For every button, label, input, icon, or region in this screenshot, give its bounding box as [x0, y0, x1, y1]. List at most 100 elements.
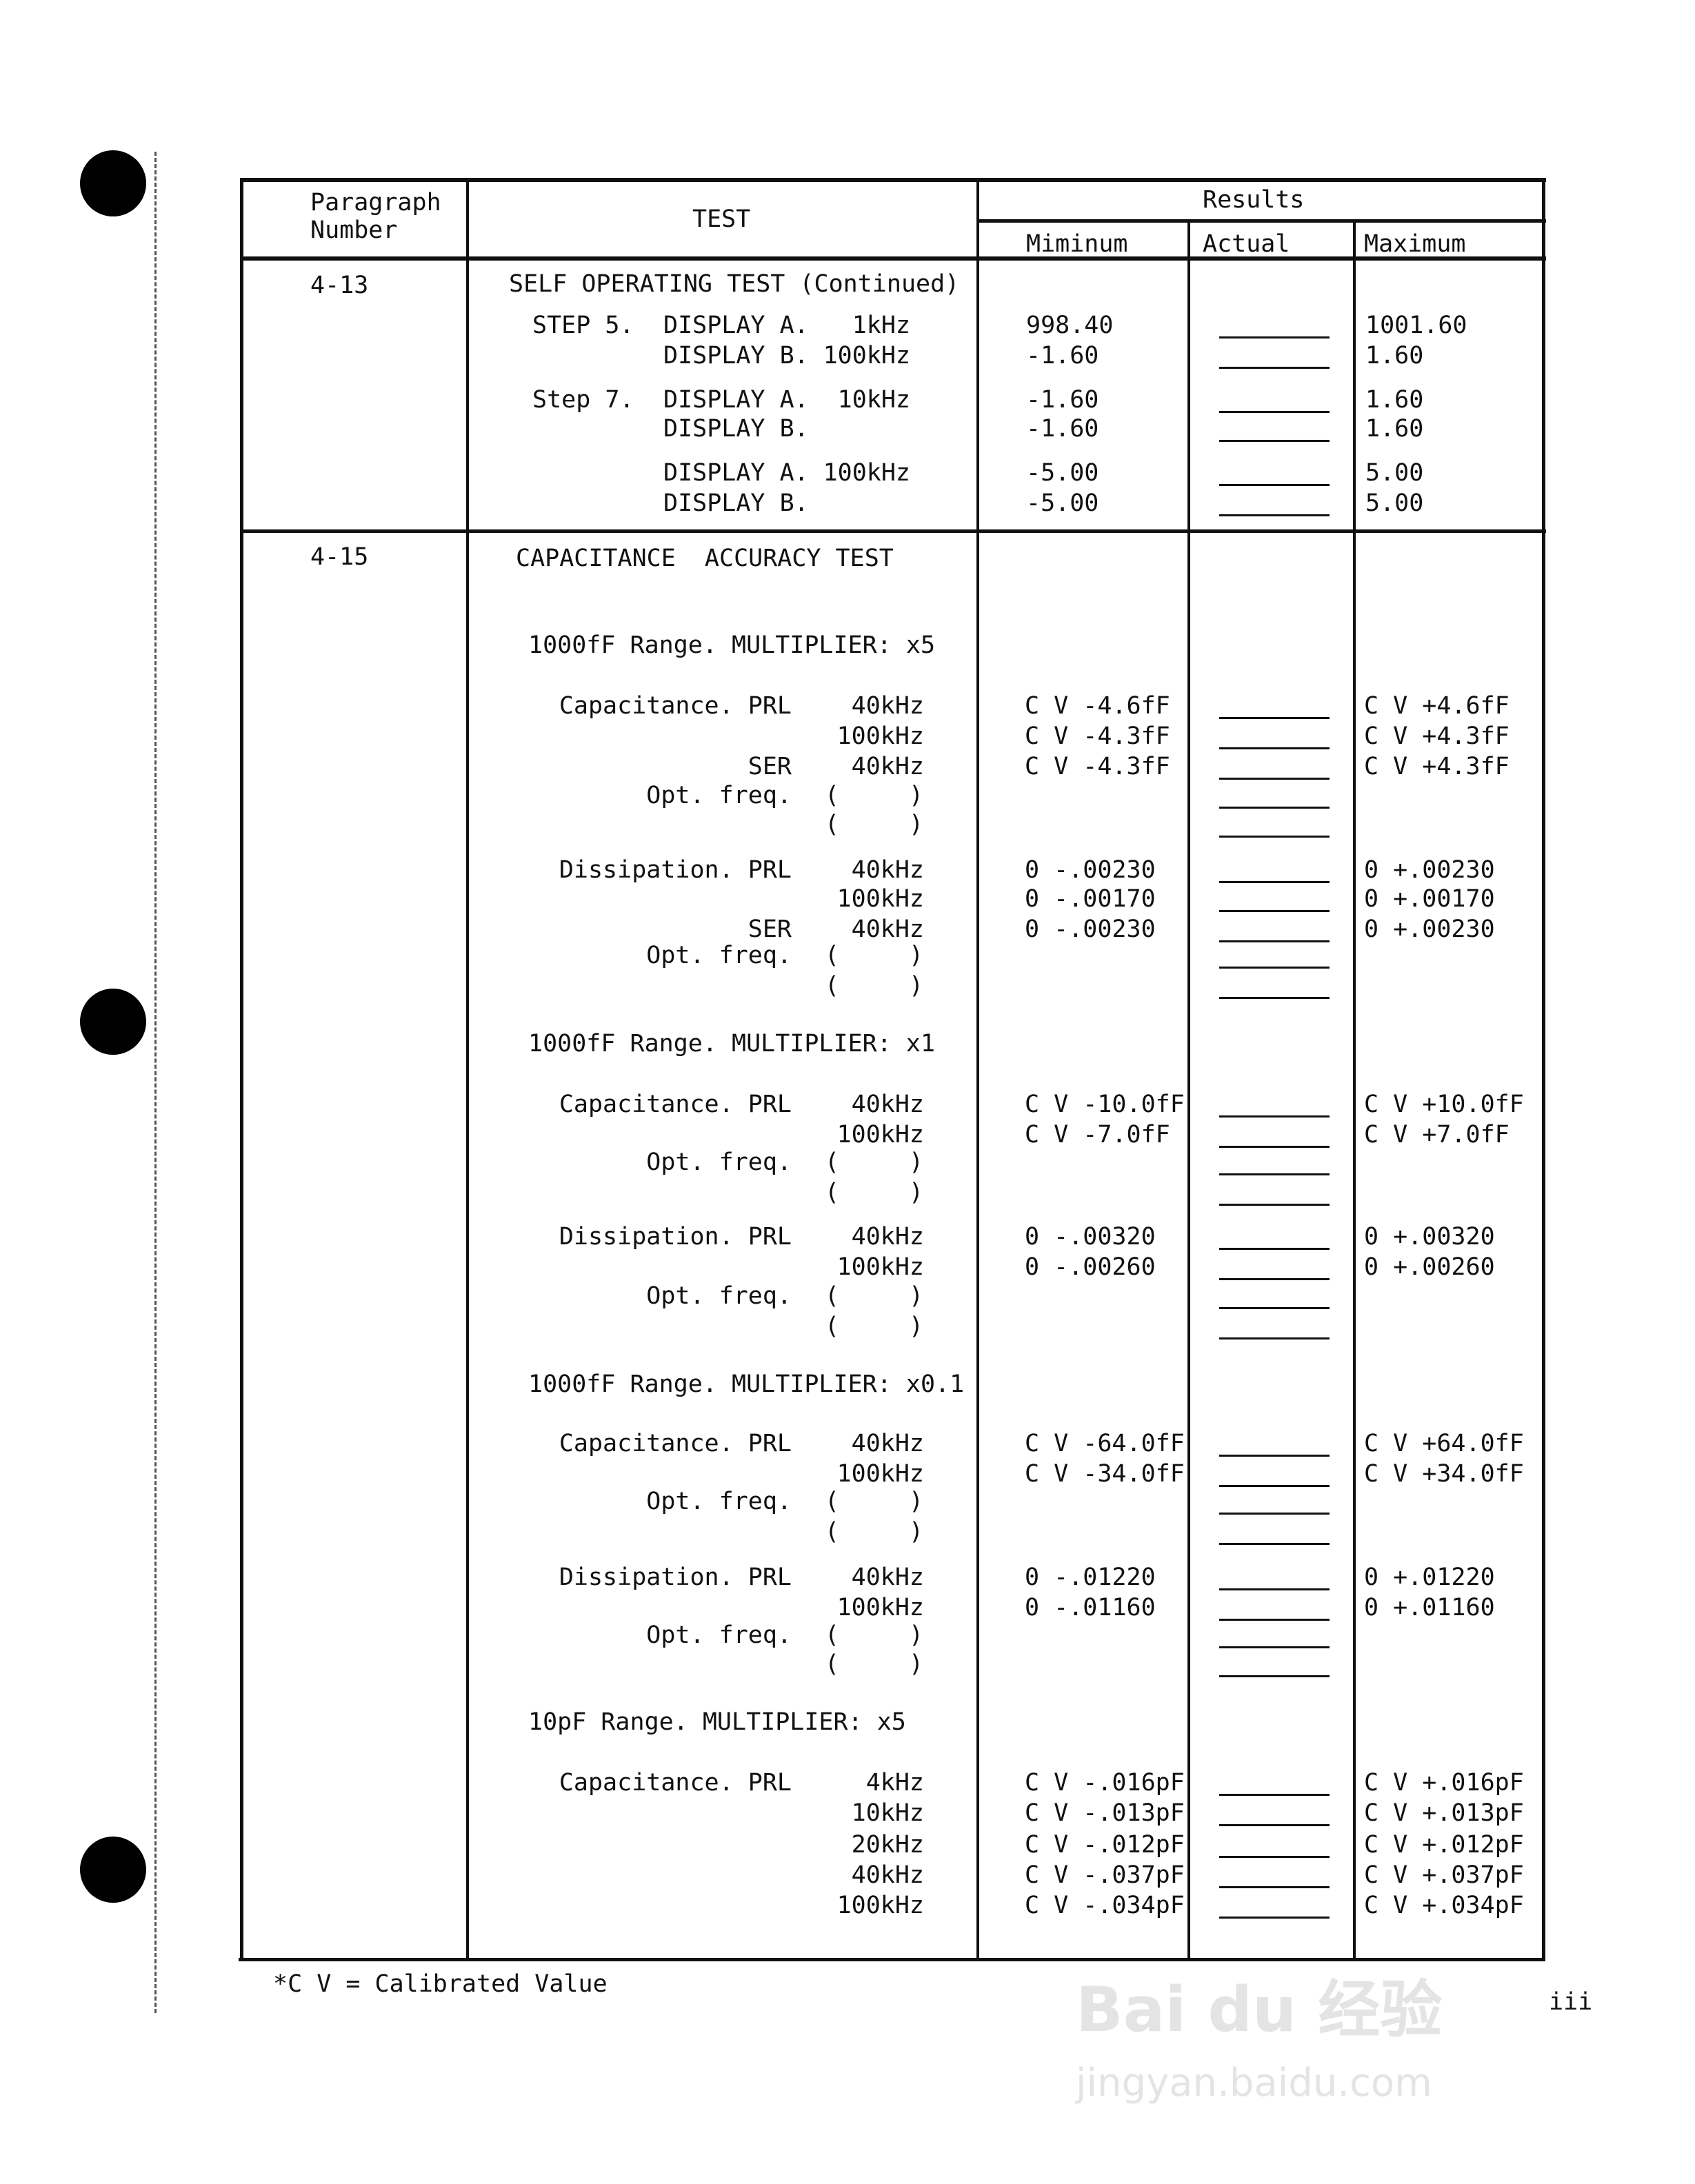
frequency: 100kHz [836, 1121, 924, 1149]
frequency: 40kHz [851, 692, 924, 720]
measurement-label: Capacitance. PRL [559, 1430, 792, 1457]
measurement-label: Dissipation. PRL [559, 856, 792, 884]
table-rule [241, 256, 1546, 261]
actual-value-blank[interactable] [1219, 940, 1330, 942]
measurement-label: SER [748, 753, 792, 780]
measurement-label: Capacitance. PRL [559, 1091, 792, 1118]
minimum-value: C V -.016pF [1025, 1769, 1185, 1797]
measurement-label: Dissipation. PRL [559, 1223, 792, 1251]
maximum-value: 0 +.00170 [1364, 885, 1495, 913]
actual-value-blank[interactable] [1219, 1513, 1330, 1515]
maximum-value: 5.00 [1365, 489, 1424, 517]
actual-value-blank[interactable] [1219, 336, 1330, 338]
actual-value-blank[interactable] [1219, 881, 1330, 883]
actual-value-blank[interactable] [1219, 1115, 1330, 1118]
actual-value-blank[interactable] [1219, 1588, 1330, 1590]
paren-close: ) [909, 782, 924, 809]
actual-value-blank[interactable] [1219, 1248, 1330, 1250]
actual-value-blank[interactable] [1219, 1307, 1330, 1309]
actual-value-blank[interactable] [1219, 778, 1330, 780]
actual-value-blank[interactable] [1219, 910, 1330, 912]
display-label: DISPLAY B. [663, 415, 809, 443]
table-rule [241, 178, 1546, 182]
frequency: 100kHz [836, 1594, 924, 1621]
actual-value-blank[interactable] [1219, 1204, 1330, 1206]
minimum-value: 0 -.00320 [1025, 1223, 1156, 1251]
frequency: 40kHz [851, 1564, 924, 1591]
minimum-value: C V -34.0fF [1025, 1460, 1185, 1488]
paren-open: ( [825, 972, 840, 1000]
actual-value-blank[interactable] [1219, 440, 1330, 442]
actual-value-blank[interactable] [1219, 1619, 1330, 1621]
measurement-label: Opt. freq. [646, 1149, 792, 1176]
maximum-value: 0 +.00320 [1364, 1223, 1495, 1251]
paren-open: ( [825, 782, 840, 809]
actual-value-blank[interactable] [1219, 1278, 1330, 1280]
measurement-label: Capacitance. PRL [559, 1769, 792, 1797]
minimum-value: 0 -.00260 [1025, 1253, 1156, 1281]
minimum-value: C V -.012pF [1025, 1831, 1185, 1859]
display-label: DISPLAY A. [663, 459, 809, 487]
maximum-value: 0 +.01220 [1364, 1564, 1495, 1591]
actual-value-blank[interactable] [1219, 484, 1330, 486]
actual-value-blank[interactable] [1219, 514, 1330, 516]
actual-value-blank[interactable] [1219, 807, 1330, 809]
range-heading: 10pF Range. MULTIPLIER: x5 [528, 1708, 906, 1736]
maximum-value: C V +64.0fF [1364, 1430, 1524, 1457]
actual-value-blank[interactable] [1219, 1485, 1330, 1487]
minimum-value: 0 -.00170 [1025, 885, 1156, 913]
actual-value-blank[interactable] [1219, 1173, 1330, 1175]
maximum-value: C V +4.3fF [1364, 753, 1510, 780]
maximum-value: C V +34.0fF [1364, 1460, 1524, 1488]
maximum-value: 1.60 [1365, 386, 1424, 414]
actual-value-blank[interactable] [1219, 1455, 1330, 1457]
section-title: SELF OPERATING TEST (Continued) [509, 270, 960, 298]
watermark-logo: Bai du 经验 [1076, 1974, 1443, 2046]
frequency: 4kHz [865, 1769, 924, 1797]
table-rule [241, 529, 1546, 533]
actual-value-blank[interactable] [1219, 997, 1330, 999]
actual-value-blank[interactable] [1219, 411, 1330, 413]
step-label: Step 7. [532, 386, 634, 414]
maximum-value: 0 +.00260 [1364, 1253, 1495, 1281]
paren-close: ) [909, 1179, 924, 1206]
actual-value-blank[interactable] [1219, 1675, 1330, 1677]
actual-value-blank[interactable] [1219, 1146, 1330, 1148]
minimum-value: 0 -.00230 [1025, 916, 1156, 943]
actual-value-blank[interactable] [1219, 367, 1330, 369]
actual-value-blank[interactable] [1219, 1337, 1330, 1339]
table-rule [979, 219, 1546, 223]
maximum-value: C V +4.3fF [1364, 722, 1510, 750]
paren-close: ) [909, 1650, 924, 1678]
frequency: 100kHz [823, 459, 910, 487]
actual-value-blank[interactable] [1219, 1543, 1330, 1545]
paren-open: ( [825, 942, 840, 969]
table-rule [466, 178, 469, 1961]
measurement-label: Dissipation. PRL [559, 1564, 792, 1591]
frequency: 100kHz [836, 1892, 924, 1919]
actual-value-blank[interactable] [1219, 1917, 1330, 1919]
paren-open: ( [825, 1149, 840, 1176]
minimum-value: C V -10.0fF [1025, 1091, 1185, 1118]
actual-value-blank[interactable] [1219, 1856, 1330, 1858]
minimum-value: -1.60 [1026, 415, 1099, 443]
actual-value-blank[interactable] [1219, 1794, 1330, 1796]
actual-value-blank[interactable] [1219, 1886, 1330, 1888]
minimum-value: 0 -.01160 [1025, 1594, 1156, 1621]
frequency: 100kHz [836, 885, 924, 913]
paren-open: ( [825, 1313, 840, 1340]
maximum-value: 0 +.00230 [1364, 856, 1495, 884]
actual-value-blank[interactable] [1219, 747, 1330, 749]
frequency: 100kHz [836, 722, 924, 750]
frequency: 100kHz [823, 342, 910, 370]
actual-value-blank[interactable] [1219, 967, 1330, 969]
actual-value-blank[interactable] [1219, 1646, 1330, 1648]
paragraph-number: 4-13 [310, 272, 369, 299]
maximum-value: C V +7.0fF [1364, 1121, 1510, 1149]
actual-value-blank[interactable] [1219, 1824, 1330, 1826]
frequency: 40kHz [851, 753, 924, 780]
actual-value-blank[interactable] [1219, 717, 1330, 719]
minimum-value: -1.60 [1026, 386, 1099, 414]
actual-value-blank[interactable] [1219, 836, 1330, 838]
maximum-value: C V +.012pF [1364, 1831, 1524, 1859]
